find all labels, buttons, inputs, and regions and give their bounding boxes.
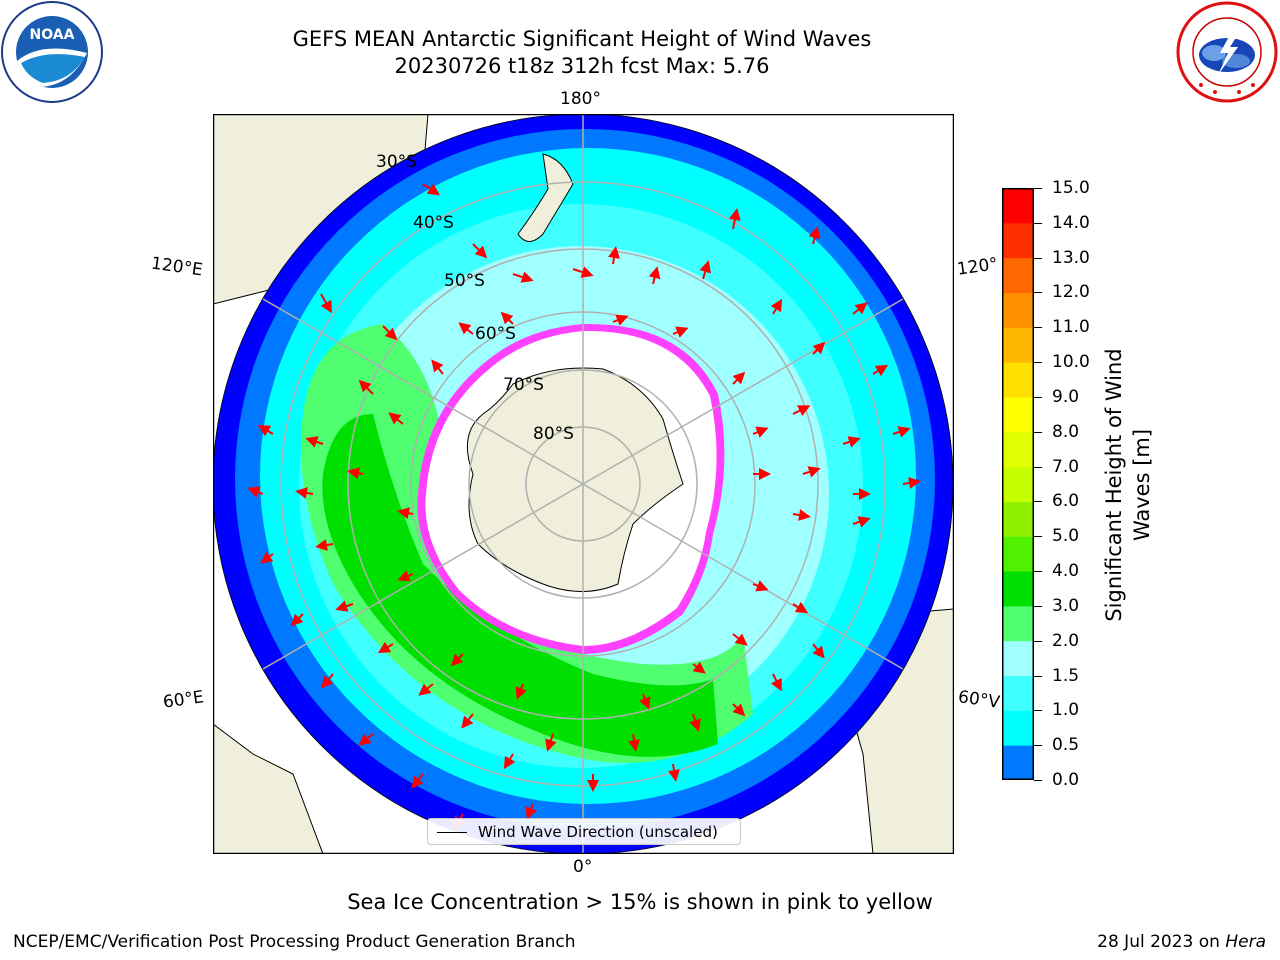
new-zealand-land	[517, 153, 574, 242]
colorbar-segment	[1002, 396, 1034, 433]
colorbar-segment	[1002, 222, 1034, 259]
colorbar-segment	[1002, 292, 1034, 328]
colorbar-tick-label: 2.0	[1052, 630, 1080, 651]
colorbar-tick	[1034, 536, 1042, 538]
colorbar-tick-label: 11.0	[1052, 317, 1090, 338]
colorbar-segment	[1002, 466, 1034, 502]
noaa-logo: NOAA	[1, 1, 103, 103]
colorbar-tick-label: 4.0	[1052, 561, 1080, 582]
nws-logo	[1176, 1, 1278, 103]
colorbar-segment	[1002, 571, 1034, 607]
colorbar-tick-label: 7.0	[1052, 456, 1080, 477]
colorbar-segment	[1002, 327, 1034, 363]
colorbar-segment	[1002, 710, 1034, 746]
colorbar-tick	[1034, 501, 1042, 503]
colorbar-tick-label: 15.0	[1052, 178, 1090, 198]
colorbar-tick-label: 9.0	[1052, 386, 1080, 407]
colorbar-tick-label: 6.0	[1052, 491, 1080, 512]
colorbar-tick	[1034, 605, 1042, 607]
colorbar-tick	[1034, 571, 1042, 573]
colorbar-segment	[1002, 640, 1034, 677]
colorbar-tick	[1034, 362, 1042, 364]
colorbar-tick-label: 1.0	[1052, 700, 1080, 721]
lat-label-50s: 50°S	[444, 271, 485, 291]
colorbar-tick	[1034, 257, 1042, 259]
colorbar-tick-label: 13.0	[1052, 247, 1090, 268]
legend-label: Wind Wave Direction (unscaled)	[478, 823, 718, 841]
colorbar-tick	[1034, 327, 1042, 329]
colorbar-tick-label: 14.0	[1052, 212, 1090, 233]
chart-title-line1: GEFS MEAN Antarctic Significant Height o…	[292, 27, 872, 51]
map-legend: Wind Wave Direction (unscaled)	[427, 818, 741, 845]
colorbar-tick	[1034, 640, 1042, 642]
sea-ice-note: Sea Ice Concentration > 15% is shown in …	[347, 890, 933, 914]
colorbar-segment	[1002, 745, 1034, 781]
colorbar-title-line1: Significant Height of Wind	[1102, 348, 1126, 622]
colorbar-tick	[1034, 710, 1042, 712]
colorbar-segment	[1002, 431, 1034, 468]
colorbar-segment	[1002, 536, 1034, 572]
colorbar-tick-label: 3.0	[1052, 595, 1080, 616]
footer-machine: Hera	[1225, 932, 1266, 952]
lat-label-60s: 60°S	[475, 324, 516, 344]
polar-map	[212, 113, 955, 855]
lon-label-lower-right: 60°V	[956, 687, 1001, 713]
colorbar-tick-label: 0.0	[1052, 770, 1080, 790]
colorbar-tick	[1034, 466, 1042, 468]
colorbar	[1002, 188, 1034, 781]
colorbar-tick-label: 12.0	[1052, 282, 1090, 303]
colorbar-tick	[1034, 431, 1042, 433]
footer-date-text: 28 Jul 2023 on	[1097, 932, 1226, 952]
lon-label-bottom: 0°	[573, 857, 593, 877]
colorbar-tick-label: 10.0	[1052, 352, 1090, 373]
colorbar-tick	[1034, 675, 1042, 677]
colorbar-tick	[1034, 780, 1042, 781]
lon-label-upper-left: 120°E	[149, 253, 204, 281]
lat-label-80s: 80°S	[533, 424, 574, 444]
colorbar-segment	[1002, 362, 1034, 398]
colorbar-tick	[1034, 745, 1042, 747]
colorbar-tick-label: 8.0	[1052, 421, 1080, 442]
colorbar-tick	[1034, 222, 1042, 224]
colorbar-tick-label: 1.5	[1052, 665, 1080, 686]
colorbar-segment	[1002, 188, 1034, 224]
colorbar-tick	[1034, 188, 1042, 189]
lat-label-40s: 40°S	[413, 213, 454, 233]
colorbar-tick-label: 0.5	[1052, 735, 1080, 756]
lon-label-lower-left: 60°E	[161, 687, 206, 713]
colorbar-tick-label: 5.0	[1052, 526, 1080, 547]
lat-label-30s: 30°S	[376, 152, 417, 172]
colorbar-tick	[1034, 396, 1042, 398]
footer-date: 28 Jul 2023 on Hera	[1097, 932, 1266, 952]
lon-label-top: 180°	[560, 89, 601, 109]
lon-label-upper-right: 120°	[955, 254, 1000, 280]
noaa-logo-text: NOAA	[30, 27, 75, 43]
colorbar-segment	[1002, 675, 1034, 711]
colorbar-segment	[1002, 605, 1034, 642]
footer-credit: NCEP/EMC/Verification Post Processing Pr…	[13, 932, 576, 952]
legend-line-icon	[437, 832, 467, 833]
africa-land	[213, 723, 324, 854]
chart-title-line2: 20230726 t18z 312h fcst Max: 5.76	[394, 54, 770, 78]
colorbar-segment	[1002, 257, 1034, 293]
lat-label-70s: 70°S	[503, 375, 544, 395]
colorbar-title-line2: Waves [m]	[1130, 428, 1154, 542]
colorbar-tick	[1034, 292, 1042, 294]
colorbar-segment	[1002, 501, 1034, 537]
